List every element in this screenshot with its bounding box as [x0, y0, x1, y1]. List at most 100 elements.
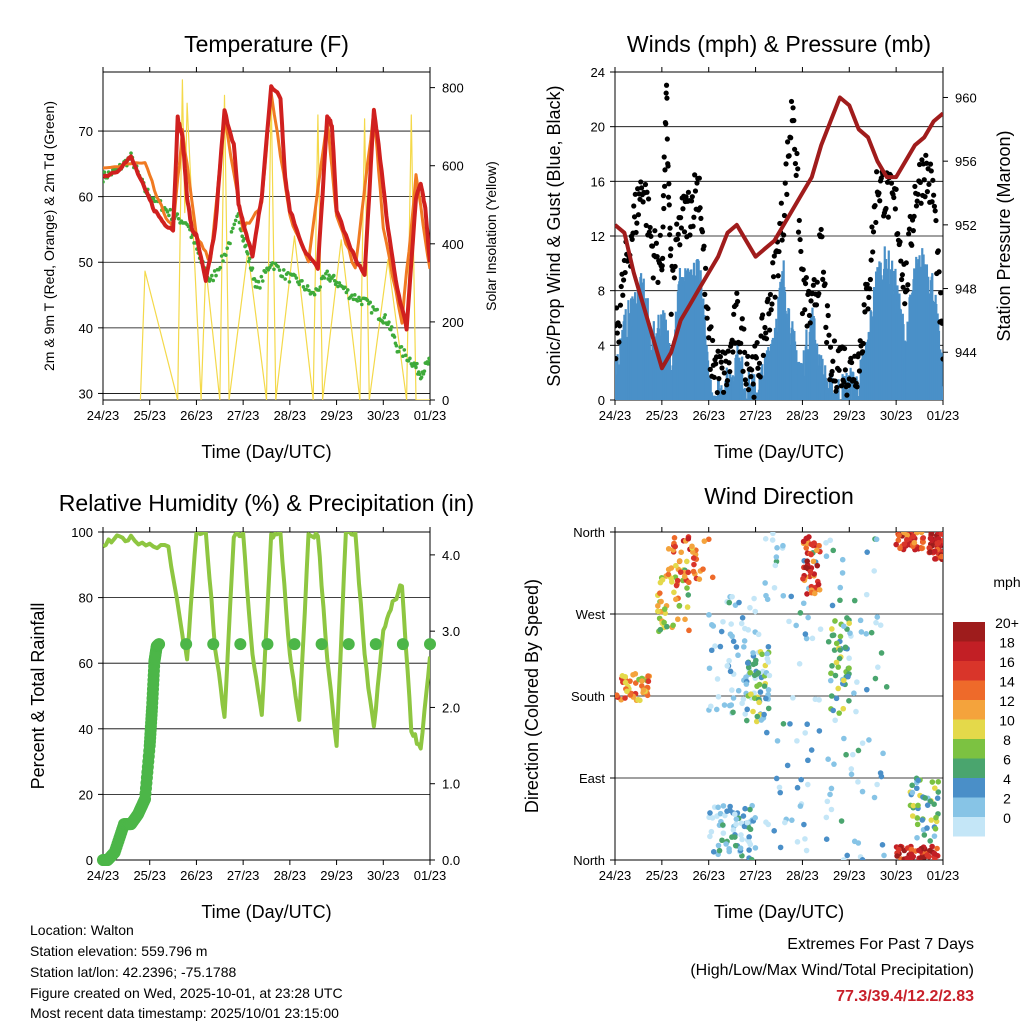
gust-point — [731, 311, 737, 317]
direction-point — [710, 849, 717, 855]
direction-point — [627, 692, 634, 698]
gust-point — [697, 205, 703, 211]
gust-point — [677, 242, 683, 248]
direction-point — [846, 665, 852, 672]
dewpoint-point — [260, 279, 265, 283]
gust-point — [631, 203, 637, 209]
direction-point — [931, 850, 938, 857]
direction-point — [735, 687, 742, 694]
gust-point — [816, 290, 822, 297]
direction-point — [747, 806, 753, 813]
gust-point — [798, 248, 804, 255]
direction-point — [830, 632, 837, 638]
temperature-xtick-label: 29/23 — [320, 408, 353, 423]
dewpoint-point — [359, 302, 364, 307]
gust-point — [928, 168, 934, 174]
temperature-xtick-label: 28/23 — [274, 408, 307, 423]
winds-xtick-label: 28/23 — [786, 408, 819, 423]
direction-point — [920, 535, 927, 541]
winds-ytick-right-label: 948 — [955, 282, 977, 297]
rainfall-point — [396, 638, 409, 651]
dewpoint-point — [317, 288, 321, 292]
direction-point — [685, 535, 692, 542]
direction-point — [827, 677, 834, 684]
direction-point — [896, 532, 902, 539]
rainfall-point — [207, 638, 220, 651]
direction-point — [708, 647, 715, 654]
direction-point — [800, 600, 807, 607]
direction-point — [671, 534, 678, 541]
dewpoint-point — [394, 343, 399, 348]
dewpoint-point — [327, 273, 331, 278]
colorbar-swatch — [953, 622, 985, 642]
dewpoint-point — [242, 236, 246, 241]
direction-point — [875, 664, 881, 670]
direction-point — [846, 655, 852, 662]
dewpoint-point — [272, 267, 276, 272]
direction-point — [719, 837, 725, 844]
direction-point — [730, 695, 737, 701]
direction-point — [824, 798, 831, 805]
direction-point — [839, 570, 846, 576]
gust-point — [720, 389, 727, 395]
direction-point — [910, 533, 917, 540]
humidity-xlabel: Time (Day/UTC) — [201, 902, 331, 922]
direction-point — [803, 635, 810, 642]
gust-point — [663, 121, 669, 127]
direction-point — [770, 532, 776, 537]
gust-point — [822, 281, 828, 287]
gust-point — [900, 284, 906, 290]
direction-point — [879, 842, 886, 848]
gust-point — [663, 90, 669, 96]
direction-point — [802, 730, 808, 736]
direction-point — [746, 847, 752, 853]
gust-point — [856, 368, 863, 374]
gust-point — [930, 177, 936, 183]
temp-2m-line — [103, 84, 430, 332]
direction-point — [918, 545, 925, 552]
direction-point — [830, 707, 836, 714]
gust-point — [685, 189, 692, 195]
rainfall-point — [234, 638, 247, 651]
direction-point — [752, 660, 759, 667]
direction-point — [728, 621, 734, 627]
winds-xtick-label: 27/23 — [739, 408, 772, 423]
humidity-xtick-label: 28/23 — [274, 868, 307, 883]
direction-point — [922, 795, 928, 801]
gust-point — [730, 349, 736, 355]
gust-point — [751, 394, 757, 400]
gust-point — [772, 294, 778, 300]
gust-point — [834, 384, 840, 391]
direction-point — [720, 618, 726, 625]
gust-point — [683, 194, 689, 200]
direction-point — [743, 681, 750, 687]
gust-point — [842, 345, 848, 352]
gust-point — [861, 302, 867, 308]
direction-point — [682, 616, 688, 623]
gust-point — [885, 214, 891, 220]
direction-point — [713, 706, 720, 713]
direction-xtick-label: 26/23 — [692, 868, 725, 883]
direction-point — [835, 685, 842, 692]
direction-point — [717, 810, 724, 817]
gust-point — [674, 221, 680, 227]
direction-xlabel: Time (Day/UTC) — [714, 902, 844, 922]
direction-point — [715, 693, 722, 700]
direction-point — [914, 815, 921, 821]
direction-point — [657, 590, 663, 596]
colorbar-swatch — [953, 797, 985, 817]
direction-point — [730, 827, 737, 833]
direction-point — [874, 614, 881, 620]
direction-point — [715, 804, 721, 811]
temperature-ytick-label: 50 — [79, 255, 93, 270]
direction-point — [719, 822, 726, 828]
gust-point — [919, 157, 925, 163]
direction-point — [720, 830, 727, 836]
gust-point — [664, 136, 670, 142]
winds-ylabel-right: Station Pressure (Maroon) — [994, 130, 1014, 341]
direction-point — [802, 836, 808, 842]
gust-point — [715, 348, 721, 354]
gust-point — [921, 177, 927, 183]
dewpoint-point — [258, 286, 262, 290]
dewpoint-point — [286, 271, 290, 275]
